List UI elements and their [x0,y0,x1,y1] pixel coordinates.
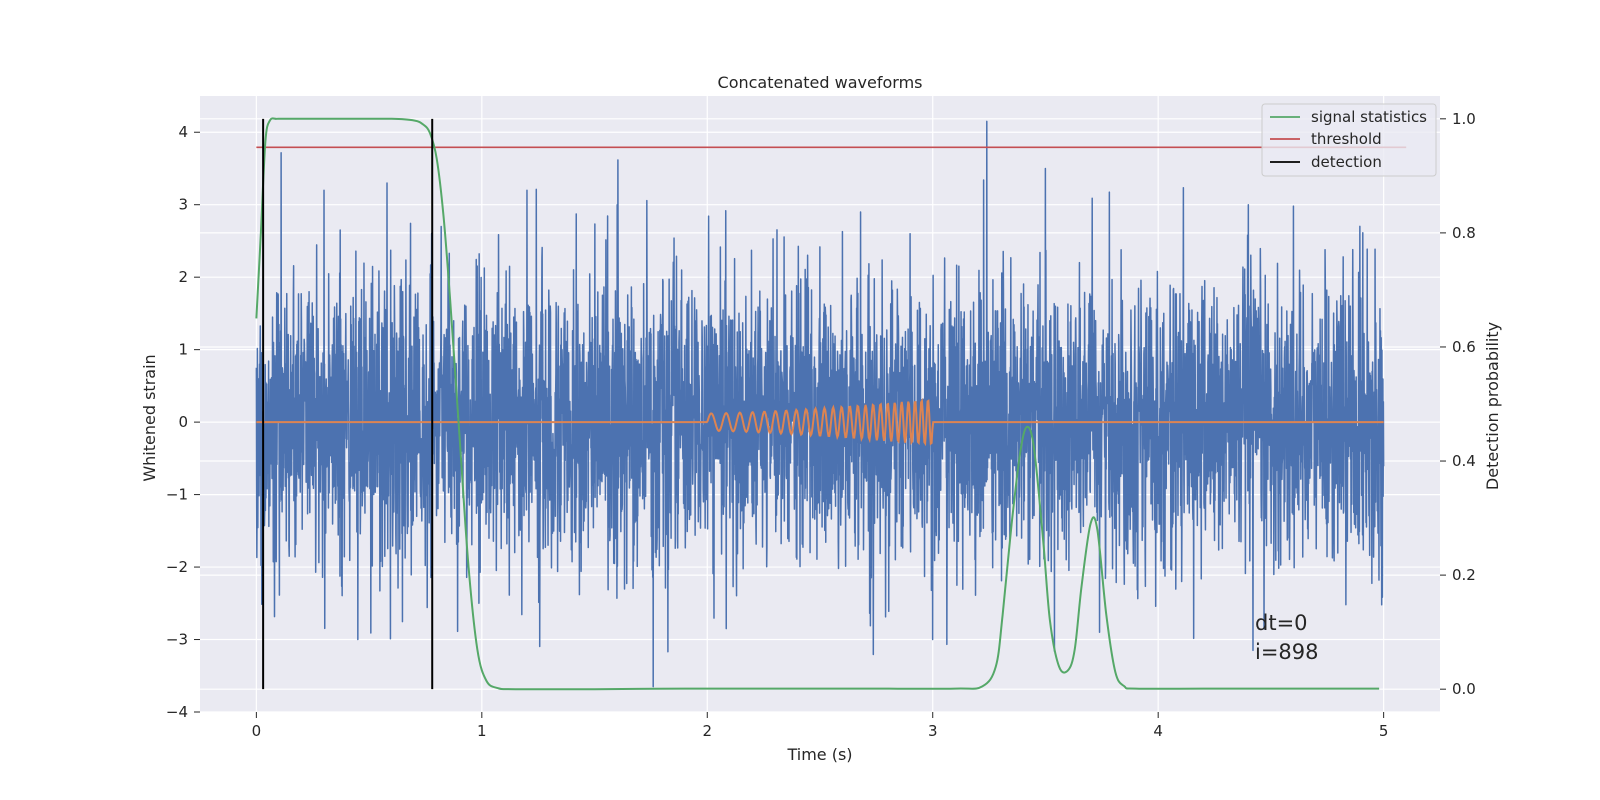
x-tick-label: 3 [928,722,938,740]
y2-tick-label: 1.0 [1452,110,1476,128]
y-tick-label: −4 [166,703,188,721]
x-axis-label: Time (s) [786,745,852,764]
y-tick-label: −1 [166,486,188,504]
y2-tick-label: 0.6 [1452,338,1476,356]
x-tick-label: 4 [1153,722,1163,740]
signal-statistics-line [255,117,1380,691]
y-tick-label: −2 [166,558,188,576]
x-tick-label: 1 [477,722,487,740]
x-tick-label: 0 [252,722,262,740]
y2-axis-label: Detection probability [1483,322,1502,490]
axes: 0 1 2 3 4 5 −4 −3 −2 −1 0 1 2 3 4 0.0 0.2 0.4 0.6 0.8 1.0 [166,110,1476,740]
chart-title: Concatenated waveforms [718,73,923,92]
y-tick-label: 0 [178,413,188,431]
legend-label-threshold: threshold [1311,130,1382,148]
y2-tick-label: 0.2 [1452,566,1476,584]
x-tick-label: 5 [1379,722,1389,740]
y2-tick-label: 0.8 [1452,224,1476,242]
y-tick-label: −3 [166,631,188,649]
strain-noise-line [255,120,1385,688]
x-tick-label: 2 [702,722,712,740]
y-tick-label: 1 [178,341,188,359]
y-tick-label: 2 [178,268,188,286]
series-layer [255,117,1407,691]
y-tick-label: 3 [178,196,188,214]
y2-tick-label: 0.0 [1452,680,1476,698]
y2-tick-label: 0.4 [1452,452,1476,470]
legend-label-detection: detection [1311,153,1382,171]
chirp-template-line [256,398,1384,447]
y-tick-label: 4 [178,123,188,141]
annotation-dt: dt=0 [1255,611,1308,635]
legend-box [1261,103,1437,177]
legend: signal statistics threshold detection [1261,103,1437,177]
legend-label-signal-statistics: signal statistics [1311,108,1427,126]
annotation-index: i=898 [1255,640,1319,664]
y-axis-label: Whitened strain [140,354,159,481]
